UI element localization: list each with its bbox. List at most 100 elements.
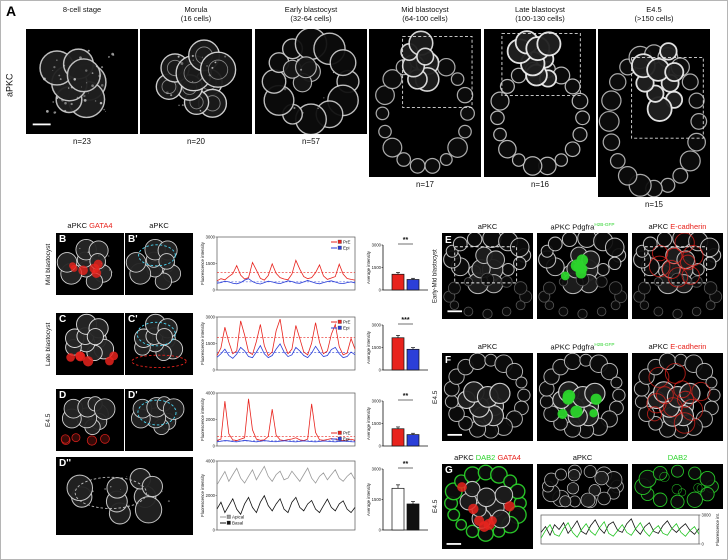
svg-text:0: 0 bbox=[213, 528, 216, 533]
svg-text:1500: 1500 bbox=[372, 497, 382, 502]
svg-text:0: 0 bbox=[702, 542, 705, 547]
svg-text:PrE: PrE bbox=[343, 240, 351, 245]
panel-letter-b-prime: B' bbox=[128, 234, 138, 245]
svg-text:3000: 3000 bbox=[206, 235, 216, 240]
svg-text:***: *** bbox=[401, 317, 409, 324]
svg-text:0: 0 bbox=[379, 528, 382, 533]
column-header-g-apkc: aPKC bbox=[572, 453, 593, 462]
stage-title-line1: Early blastocyst bbox=[284, 5, 338, 14]
svg-text:Epi: Epi bbox=[343, 246, 350, 251]
column-header-f-apkc: aPKC bbox=[477, 342, 498, 351]
panel-letter-c-prime: C' bbox=[128, 314, 138, 325]
stage-title-late-blastocyst: Late blastocyst (100-130 cells) bbox=[484, 5, 596, 23]
apical-basal-profile-chart: 0 2000 4000 Fluorescence intensity ApicalBas… bbox=[200, 459, 356, 533]
micrograph-c-apkc-gata4 bbox=[56, 313, 124, 375]
svg-text:Average intensity: Average intensity bbox=[366, 406, 371, 440]
micrograph-d-apkc-gata4 bbox=[56, 389, 124, 451]
svg-text:Average intensity: Average intensity bbox=[366, 482, 371, 516]
panel-letter-c: C bbox=[59, 314, 67, 325]
row-label-e45: E4.5 bbox=[45, 413, 52, 427]
svg-text:**: ** bbox=[403, 461, 409, 468]
micrograph-mid-blastocyst-apkc bbox=[369, 29, 481, 177]
micrograph-g-dab2 bbox=[632, 464, 723, 509]
svg-text:Fluorescence int.: Fluorescence int. bbox=[715, 513, 720, 546]
svg-text:Fluorescence intensity: Fluorescence intensity bbox=[200, 473, 205, 517]
panel-letter-b: B bbox=[59, 234, 67, 245]
row-label-f-e45: E4.5 bbox=[432, 390, 439, 404]
column-header-g-dab2: DAB2 bbox=[667, 453, 688, 462]
n-count-mid-blastocyst: n=17 bbox=[415, 180, 435, 189]
svg-text:3000: 3000 bbox=[372, 243, 382, 248]
micrograph-d-double-prime-apkc bbox=[56, 457, 193, 535]
panel-letter-e: E bbox=[445, 235, 452, 246]
stage-title-line2: (32-64 cells) bbox=[290, 14, 332, 23]
svg-text:0: 0 bbox=[379, 368, 382, 373]
micrograph-late-blastocyst-apkc bbox=[484, 29, 596, 177]
micrograph-e-apkc-pdgfra bbox=[537, 233, 628, 319]
n-count-late-blastocyst: n=16 bbox=[530, 180, 550, 189]
svg-text:Fluorescence intensity: Fluorescence intensity bbox=[200, 321, 205, 365]
column-header-apkc-gata4: aPKC GATA4 bbox=[67, 221, 113, 230]
svg-text:PrE: PrE bbox=[343, 320, 351, 325]
micrograph-f-apkc-pdgfra bbox=[537, 353, 628, 441]
svg-text:**: ** bbox=[403, 237, 409, 244]
svg-text:3000: 3000 bbox=[206, 315, 216, 320]
apical-basal-average-chart: 0 1500 3000 Average intensity ** bbox=[366, 461, 428, 533]
stage-title-line1: 8-cell stage bbox=[62, 5, 102, 14]
stage-title-morula: Morula (16 cells) bbox=[140, 5, 252, 23]
svg-text:3000: 3000 bbox=[372, 399, 382, 404]
column-header-g-merge: aPKC DAB2 GATA4 bbox=[454, 453, 521, 462]
panel-letter-d-double-prime: D'' bbox=[59, 458, 71, 469]
stage-title-early-blastocyst: Early blastocyst (32-64 cells) bbox=[255, 5, 367, 23]
column-header-e-ecadherin: aPKC E-cadherin bbox=[648, 222, 707, 231]
svg-text:Fluorescence intensity: Fluorescence intensity bbox=[200, 397, 205, 441]
micrograph-e-apkc bbox=[442, 233, 533, 319]
n-count-early-blastocyst: n=57 bbox=[301, 137, 321, 146]
svg-text:4000: 4000 bbox=[206, 459, 216, 464]
panel-letter-g: G bbox=[445, 465, 453, 476]
svg-text:Basal: Basal bbox=[232, 521, 243, 526]
svg-text:3000: 3000 bbox=[372, 323, 382, 328]
column-header-e-pdgfra: aPKC PdgfraH2B-GFP bbox=[550, 222, 615, 232]
n-count-e45: n=15 bbox=[644, 200, 664, 209]
panel-letter-d-prime: D' bbox=[128, 390, 138, 401]
svg-text:1500: 1500 bbox=[372, 265, 382, 270]
svg-text:0: 0 bbox=[379, 444, 382, 449]
svg-text:Apical: Apical bbox=[232, 515, 244, 520]
svg-text:Average intensity: Average intensity bbox=[366, 250, 371, 284]
svg-text:Fluorescence intensity: Fluorescence intensity bbox=[200, 241, 205, 285]
svg-text:2000: 2000 bbox=[206, 417, 216, 422]
column-header-f-ecadherin: aPKC E-cadherin bbox=[648, 342, 707, 351]
micrograph-b-prime-apkc bbox=[125, 233, 193, 295]
svg-text:3000: 3000 bbox=[702, 513, 712, 518]
micrograph-d-prime-apkc bbox=[125, 389, 193, 451]
micrograph-c-prime-apkc bbox=[125, 313, 193, 375]
column-header-e-apkc: aPKC bbox=[477, 222, 498, 231]
svg-text:Epi: Epi bbox=[343, 326, 350, 331]
micrograph-b-apkc-gata4 bbox=[56, 233, 124, 295]
column-header-f-pdgfra: aPKC PdgfraH2B-GFP bbox=[550, 342, 615, 352]
micrograph-e-apkc-ecadherin bbox=[632, 233, 723, 319]
row-label-late-blastocyst: Late blastocyst bbox=[45, 322, 52, 366]
svg-text:1500: 1500 bbox=[206, 261, 216, 266]
micrograph-morula-apkc bbox=[140, 29, 252, 134]
micrograph-8-cell-apkc bbox=[26, 29, 138, 134]
column-header-apkc: aPKC bbox=[149, 221, 169, 230]
micrograph-f-apkc-ecadherin bbox=[632, 353, 723, 441]
svg-text:0: 0 bbox=[213, 288, 216, 293]
stage-title-line1: Late blastocyst bbox=[514, 5, 566, 14]
panel-a-side-label-apkc: aPKC bbox=[4, 73, 15, 97]
stage-title-line1: E4.5 bbox=[646, 5, 662, 14]
stage-title-line1: Morula bbox=[184, 5, 208, 14]
row-label-g-e45: E4.5 bbox=[432, 499, 439, 514]
stage-title-8-cell: 8-cell stage bbox=[26, 5, 138, 14]
stage-title-line2: (16 cells) bbox=[180, 14, 212, 23]
svg-text:PrE: PrE bbox=[343, 431, 351, 436]
apkc-dab2-profile-chart: 0 3000 Fluorescence int. bbox=[540, 513, 720, 547]
svg-text:**: ** bbox=[403, 393, 409, 400]
micrograph-early-blastocyst-apkc bbox=[255, 29, 367, 134]
row-label-early-mid-blastocyst: Early-Mid blastocyst bbox=[432, 249, 439, 303]
